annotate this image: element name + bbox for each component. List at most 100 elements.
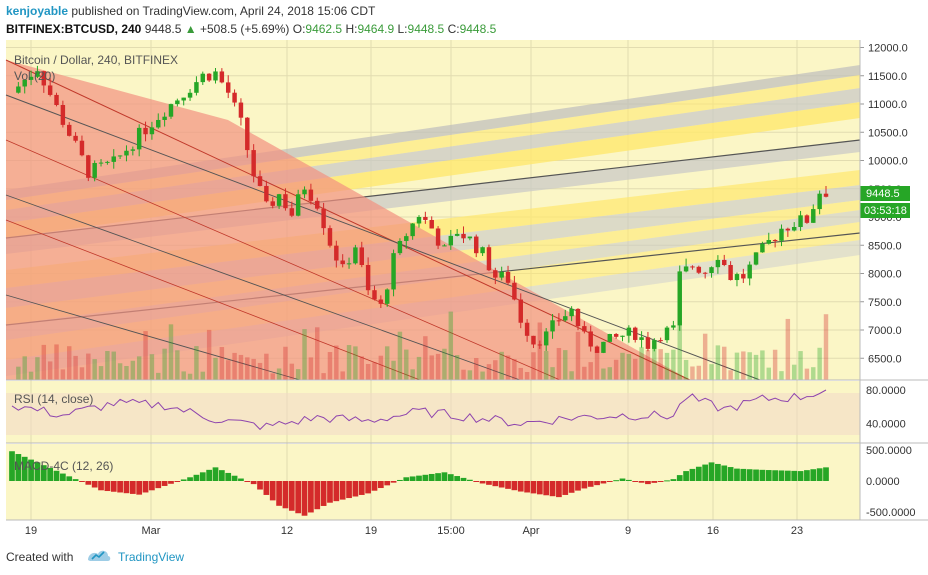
tradingview-logo-icon[interactable] (86, 546, 112, 564)
candle-body (550, 320, 555, 332)
candle-body (175, 100, 180, 105)
candle-body (779, 228, 784, 241)
macd-bar (473, 481, 480, 482)
volume-bar (397, 331, 403, 380)
channel-line (5, 294, 301, 381)
candle-body (327, 228, 333, 246)
countdown-badge (860, 203, 910, 218)
volume-bar (168, 324, 174, 380)
candle-body (696, 266, 702, 273)
volume-bar (652, 346, 657, 380)
symbol-label[interactable]: BITFINEX:BTCUSD, 240 (6, 22, 142, 36)
macd-bar (263, 481, 270, 495)
high-label: H: (345, 22, 358, 36)
macd-bar (218, 470, 225, 481)
volume-bar (582, 366, 587, 380)
macd-bar (333, 481, 340, 502)
candle-body (461, 233, 466, 239)
author-name[interactable]: kenjoyable (6, 4, 69, 18)
candle-body (334, 245, 339, 261)
candle-body (741, 274, 746, 279)
volume-bar (206, 329, 212, 380)
time-axis[interactable]: 19 Mar 12 19 15:00 Apr 9 16 23 (25, 525, 803, 537)
macd-label: MACD-4C (12, 26) (14, 459, 113, 473)
macd-bar (772, 470, 778, 481)
volume-bar (111, 351, 116, 380)
macd-bar (28, 459, 34, 481)
candle-body (276, 194, 282, 206)
rsi-tick-label: 40.0000 (866, 418, 906, 430)
volume-bar (86, 353, 91, 380)
volume-bar (315, 327, 320, 380)
volume-bar (734, 352, 740, 380)
volume-bar (791, 364, 797, 380)
chart-canvas[interactable]: Bitcoin / Dollar, 240, BITFINEX Vol (20)… (0, 40, 928, 540)
volume-bar (60, 369, 66, 380)
candle-body (537, 344, 543, 346)
volume-bar (753, 354, 759, 380)
candle-body (416, 216, 422, 224)
macd-bar (40, 465, 47, 481)
volume-bar (811, 367, 816, 380)
y-tick-label: 7500.0 (868, 297, 902, 309)
macd-bar (435, 473, 441, 481)
macd-bar (339, 481, 346, 500)
macd-bar (492, 481, 499, 487)
close-label: C: (447, 22, 460, 36)
candle-body (664, 327, 670, 341)
candle-body (295, 194, 301, 216)
created-with-text: Created with (6, 550, 74, 564)
macd-bar (238, 478, 244, 481)
volume-bar (200, 371, 206, 380)
volume-bar (181, 371, 186, 380)
candle-body (283, 194, 288, 209)
candle-body (702, 272, 708, 274)
candle-body (575, 308, 581, 327)
macd-bar (606, 481, 613, 482)
candle-body (308, 189, 314, 201)
candle-body (811, 209, 816, 223)
macd-bar (715, 463, 721, 481)
macd-bar (288, 481, 295, 511)
volume-bar (41, 344, 47, 380)
candle-body (54, 94, 59, 106)
volume-bar (709, 364, 714, 380)
macd-bar (568, 481, 575, 493)
macd-bar (797, 471, 804, 481)
macd-bar (594, 481, 600, 486)
rsi-axis[interactable]: 80.0000 40.0000 (866, 385, 906, 430)
candle-body (658, 340, 663, 342)
macd-bar (327, 481, 333, 503)
macd-bar (397, 479, 403, 481)
rsi-label: RSI (14, close) (14, 392, 93, 406)
candle-body (747, 264, 752, 279)
candle-body (639, 337, 644, 340)
volume-bar (658, 349, 663, 380)
volume-bar (480, 371, 485, 380)
candle-body (410, 223, 415, 237)
volume-bar (772, 349, 778, 380)
volume-bar (162, 348, 167, 380)
tradingview-brand-link[interactable]: TradingView (118, 550, 185, 564)
candle-body (531, 335, 536, 345)
macd-bar (447, 474, 454, 481)
volume-bar (531, 352, 536, 380)
volume-bar (92, 359, 97, 380)
macd-bar (708, 462, 715, 481)
macd-bar (301, 481, 308, 516)
macd-bar (823, 467, 829, 481)
price-candles (16, 65, 829, 354)
candle-body (378, 299, 384, 304)
macd-bar (804, 470, 810, 481)
y-tick-label: 6500.0 (868, 353, 902, 365)
macd-bar (91, 481, 98, 488)
candle-body (213, 71, 218, 81)
candle-body (130, 149, 136, 151)
macd-bar (66, 476, 73, 481)
volume-bar (435, 353, 441, 380)
up-arrow-icon: ▲ (184, 22, 197, 36)
candle-body (111, 156, 116, 162)
volume-bar (98, 366, 104, 380)
macd-axis[interactable]: 500.0000 0.0000 -500.0000 (866, 445, 916, 519)
volume-bar (16, 366, 21, 380)
